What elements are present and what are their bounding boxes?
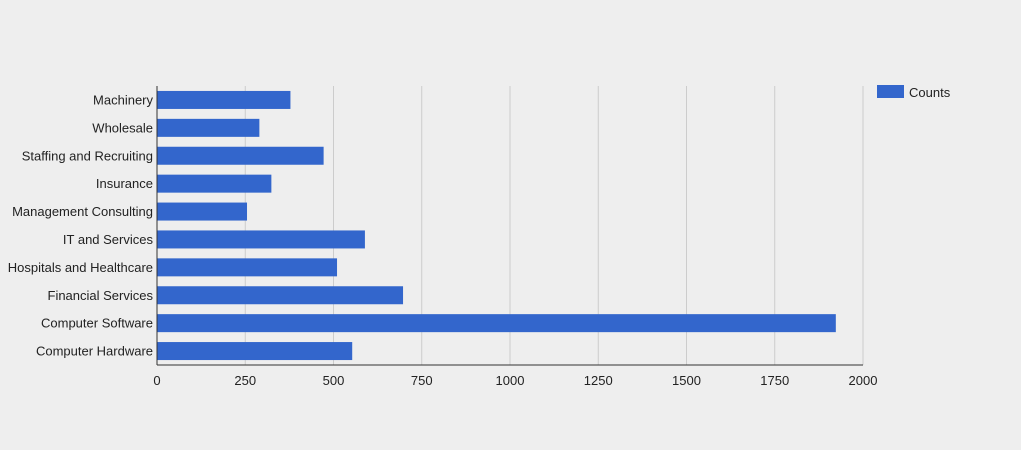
x-tick-label-6: 1500: [672, 373, 701, 388]
bar-6: [157, 258, 338, 277]
x-tick-label-2: 500: [323, 373, 345, 388]
bar-8: [157, 314, 836, 333]
legend-label: Counts: [909, 85, 951, 100]
category-label-1: Wholesale: [92, 120, 153, 135]
bar-5: [157, 230, 365, 249]
bar-3: [157, 174, 272, 193]
bar-9: [157, 342, 353, 361]
category-label-5: IT and Services: [63, 232, 154, 247]
category-label-2: Staffing and Recruiting: [22, 148, 153, 163]
x-tick-label-8: 2000: [849, 373, 878, 388]
x-tick-label-4: 1000: [496, 373, 525, 388]
category-label-0: Machinery: [93, 92, 153, 107]
bar-1: [157, 118, 260, 137]
category-label-3: Insurance: [96, 176, 153, 191]
bar-0: [157, 90, 291, 109]
category-label-7: Financial Services: [48, 288, 154, 303]
category-label-6: Hospitals and Healthcare: [8, 260, 153, 275]
bar-4: [157, 202, 248, 221]
x-tick-label-7: 1750: [760, 373, 789, 388]
x-tick-label-5: 1250: [584, 373, 613, 388]
bar-7: [157, 286, 404, 305]
category-label-4: Management Consulting: [12, 204, 153, 219]
bar-2: [157, 146, 324, 165]
x-tick-label-3: 750: [411, 373, 433, 388]
legend-swatch: [877, 85, 904, 98]
x-tick-label-0: 0: [153, 373, 160, 388]
category-label-9: Computer Hardware: [36, 344, 153, 359]
category-label-8: Computer Software: [41, 316, 153, 331]
x-tick-label-1: 250: [234, 373, 256, 388]
